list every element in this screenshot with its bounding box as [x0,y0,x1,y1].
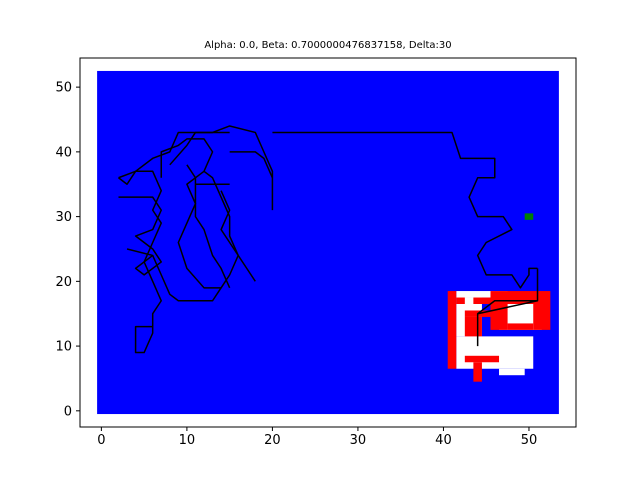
plot-area [97,70,559,415]
x-tick-label: 20 [264,433,281,448]
y-tick-label: 50 [55,81,72,96]
red-region [464,355,500,363]
x-tick-label: 10 [179,433,196,448]
path-line [118,170,162,354]
path-line [152,255,222,302]
red-region [473,297,491,304]
axes: 0 10 20 30 40 50 0 10 20 30 40 50 [55,57,577,448]
y-tick-label: 10 [55,340,72,355]
white-region [456,291,508,298]
path-line [476,268,539,347]
white-region [456,336,534,369]
path-line [118,131,230,185]
x-tick-label: 50 [521,433,538,448]
path-line [468,158,538,289]
x-tick-label: 30 [350,433,367,448]
path-line [118,196,162,276]
red-region [456,297,465,304]
path-line [186,164,231,289]
path-line [477,300,538,315]
path-line [160,138,239,289]
red-region [533,304,551,330]
red-region [473,362,482,382]
red-region [447,291,457,369]
x-tick-label: 0 [97,433,105,448]
path-line [229,151,274,179]
y-tick-label: 0 [64,404,72,419]
x-tick-label: 40 [435,433,452,448]
y-tick-label: 30 [55,210,72,225]
white-region [499,368,525,376]
y-tick-label: 20 [55,275,72,290]
red-region [464,316,482,337]
path-line [203,170,256,282]
goal-marker [524,213,534,220]
chart-title: Alpha: 0.0, Beta: 0.7000000476837158, De… [204,40,451,51]
y-tick-label: 40 [55,145,72,160]
red-region [490,291,551,304]
path-line [169,125,274,211]
red-region [507,323,534,330]
axes-frame [79,57,577,428]
